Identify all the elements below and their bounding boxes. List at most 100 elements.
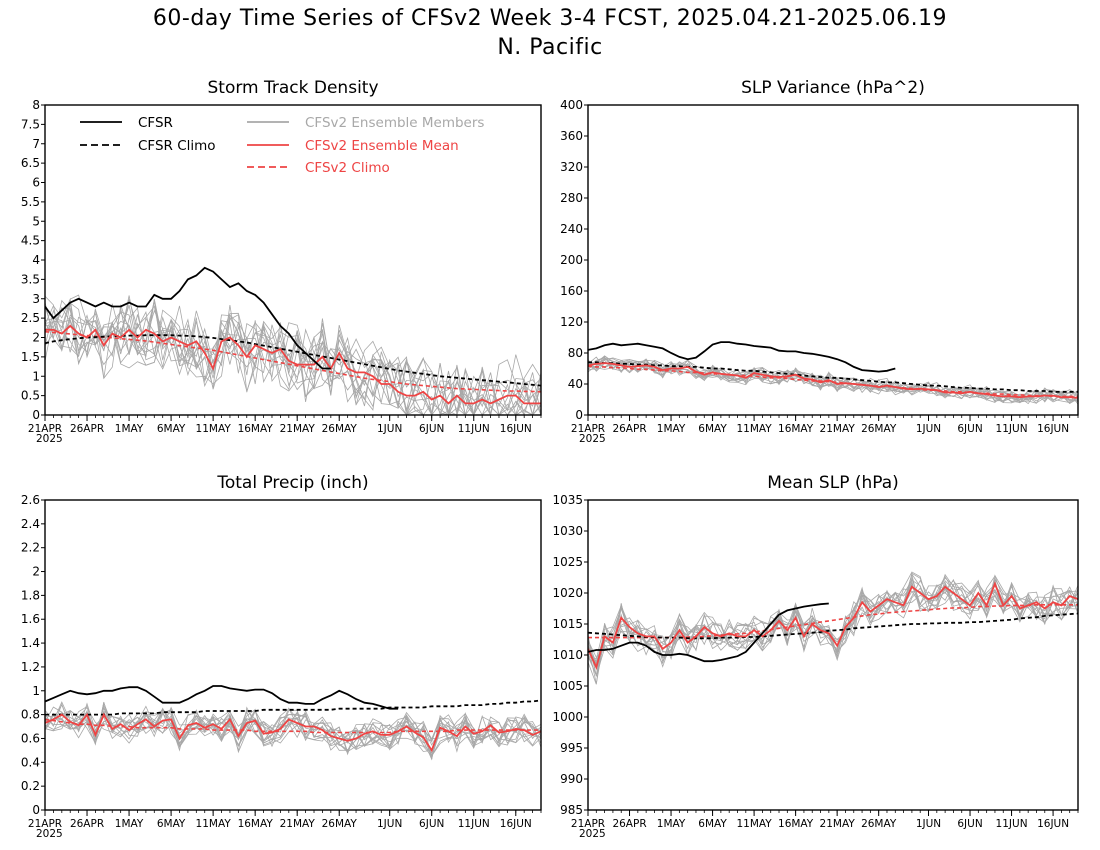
x-tick-label: 21APR xyxy=(28,423,62,435)
legend-members-label: CFSv2 Ensemble Members xyxy=(305,115,484,131)
cfsr-line xyxy=(45,685,399,710)
panel-title: Storm Track Density xyxy=(207,78,378,98)
y-tick-label: 40 xyxy=(568,377,583,391)
y-tick-label: 80 xyxy=(568,346,583,360)
legend-ens-mean-label: CFSv2 Ensemble Mean xyxy=(305,138,459,154)
y-tick-label: 320 xyxy=(560,160,583,174)
y-tick-label: 1000 xyxy=(552,710,583,724)
y-tick-label: 0 xyxy=(32,408,40,422)
panel-title: Mean SLP (hPa) xyxy=(767,473,899,493)
y-tick-label: 1005 xyxy=(552,679,583,693)
chart-panel-4: Mean SLP (hPa) 985 990 995 1000 1005 1010 1015 1… xyxy=(552,473,1079,840)
y-tick-label: 240 xyxy=(560,222,583,236)
x-tick-label: 11JUN xyxy=(996,818,1028,830)
x-year-label: 2025 xyxy=(36,433,63,445)
x-tick-label: 21MAY xyxy=(820,423,856,435)
x-tick-label: 1JUN xyxy=(377,818,402,830)
ensemble-mean-line xyxy=(45,712,541,753)
y-tick-label: 0 xyxy=(32,803,40,817)
y-tick-label: 0 xyxy=(575,408,583,422)
y-tick-label: 1020 xyxy=(552,586,583,600)
x-tick-label: 1MAY xyxy=(657,818,686,830)
x-tick-label: 16JUN xyxy=(500,818,532,830)
y-tick-label: 2 xyxy=(32,331,40,345)
cfsr-climo-line xyxy=(588,361,1078,393)
x-tick-label: 6JUN xyxy=(957,423,982,435)
y-tick-label: 360 xyxy=(560,129,583,143)
y-tick-label: 7 xyxy=(32,137,40,151)
plot-frame xyxy=(44,499,542,811)
x-tick-label: 16MAY xyxy=(778,423,814,435)
y-tick-label: 0.5 xyxy=(21,389,40,403)
x-tick-label: 11MAY xyxy=(737,818,773,830)
y-tick-label: 200 xyxy=(560,253,583,267)
ensemble-mean-line xyxy=(588,362,1078,399)
ensemble-member-line xyxy=(45,294,541,415)
y-tick-label: 2.4 xyxy=(21,517,40,531)
chart-panel-2: SLP Variance (hPa^2) 0 40 80 120 160 200 240 280… xyxy=(560,78,1079,445)
cfsr-line xyxy=(45,266,331,370)
x-year-label: 2025 xyxy=(579,828,606,840)
x-tick-label: 21APR xyxy=(571,818,605,830)
x-tick-label: 26APR xyxy=(70,423,104,435)
cfsr-line xyxy=(588,341,896,373)
ensemble-member-line xyxy=(588,355,1078,403)
legend-cfsr-label: CFSR xyxy=(138,115,173,131)
y-tick-label: 1 xyxy=(32,684,40,698)
x-tick-label: 26APR xyxy=(612,818,646,830)
x-year-label: 2025 xyxy=(36,828,63,840)
ensemble-member-line xyxy=(45,701,541,757)
x-tick-label: 1JUN xyxy=(916,423,941,435)
x-tick-label: 11JUN xyxy=(996,423,1028,435)
ensemble-member-line xyxy=(45,705,541,748)
ensemble-member-line xyxy=(588,572,1078,666)
x-tick-label: 1JUN xyxy=(377,423,402,435)
x-tick-label: 21APR xyxy=(28,818,62,830)
cfsr-climo-line xyxy=(45,699,541,716)
x-tick-label: 1JUN xyxy=(916,818,941,830)
x-tick-label: 6JUN xyxy=(419,818,444,830)
y-tick-label: 2.5 xyxy=(21,311,40,325)
x-tick-label: 6JUN xyxy=(957,818,982,830)
ensemble-member-line xyxy=(45,297,541,415)
y-tick-label: 6.5 xyxy=(21,156,40,170)
x-tick-label: 16JUN xyxy=(1037,818,1069,830)
y-tick-label: 0.6 xyxy=(21,731,40,745)
ensemble-member-line xyxy=(588,356,1078,402)
ensemble-member-line xyxy=(45,704,541,754)
figure-subtitle-region: N. Pacific xyxy=(497,35,603,60)
x-tick-label: 11MAY xyxy=(196,423,232,435)
cfsv2-climo-line xyxy=(588,603,1078,639)
x-tick-label: 6JUN xyxy=(419,423,444,435)
x-tick-label: 16MAY xyxy=(778,818,814,830)
y-tick-label: 4 xyxy=(32,253,40,267)
x-tick-label: 26MAY xyxy=(322,818,358,830)
x-tick-label: 26MAY xyxy=(861,423,897,435)
x-tick-label: 16MAY xyxy=(238,423,274,435)
y-tick-label: 3.5 xyxy=(21,272,40,286)
panel-data xyxy=(45,685,541,761)
y-tick-label: 160 xyxy=(560,284,583,298)
x-tick-label: 21APR xyxy=(571,423,605,435)
ensemble-member-line xyxy=(588,575,1078,677)
y-tick-label: 4.5 xyxy=(21,234,40,248)
x-tick-label: 26MAY xyxy=(322,423,358,435)
y-tick-label: 985 xyxy=(560,803,583,817)
ensemble-member-line xyxy=(588,579,1078,665)
chart-panel-3: Total Precip (inch) 0 0.2 0.4 0.6 0.8 1 1.2 1.4 1… xyxy=(21,473,542,840)
x-tick-label: 11JUN xyxy=(458,818,490,830)
legend: CFSR CFSR Climo CFSv2 Ensemble Members CFSv… xyxy=(80,115,484,176)
x-tick-label: 26MAY xyxy=(861,818,897,830)
x-tick-label: 6MAY xyxy=(698,423,727,435)
y-tick-label: 1025 xyxy=(552,555,583,569)
y-tick-label: 2.6 xyxy=(21,493,40,507)
x-year-label: 2025 xyxy=(579,433,606,445)
cfsr-line xyxy=(588,602,829,663)
x-tick-label: 6MAY xyxy=(698,818,727,830)
y-tick-label: 0.4 xyxy=(21,755,40,769)
y-tick-label: 5.5 xyxy=(21,195,40,209)
x-tick-label: 1MAY xyxy=(115,423,144,435)
legend-cfsr-climo-label: CFSR Climo xyxy=(138,138,216,154)
ensemble-member-line xyxy=(588,580,1078,659)
